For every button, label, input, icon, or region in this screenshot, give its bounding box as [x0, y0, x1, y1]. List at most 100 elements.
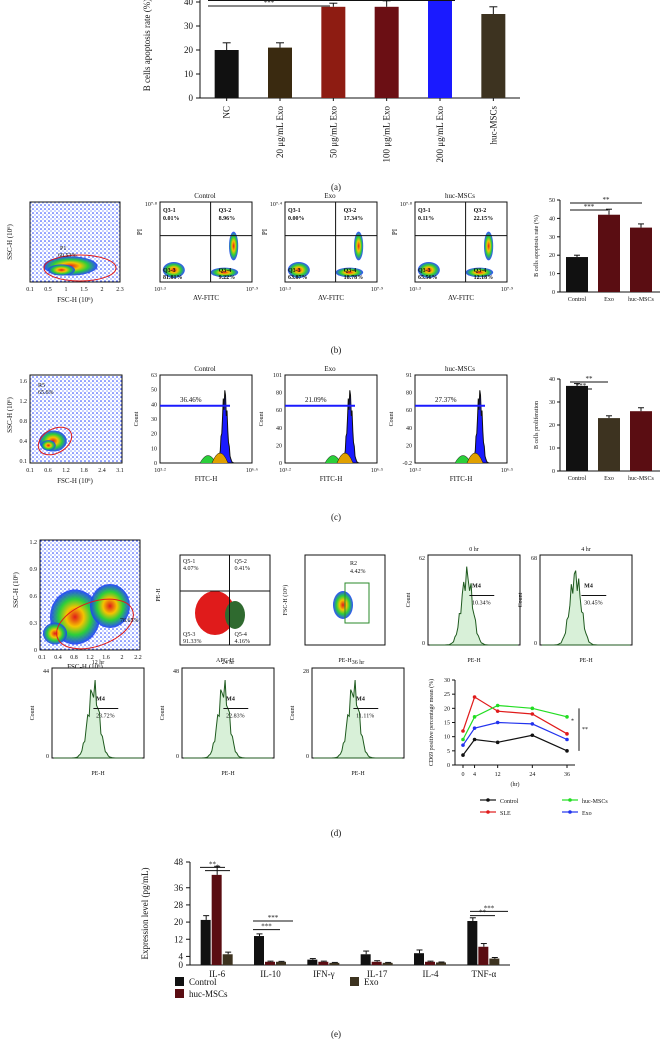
bar — [481, 14, 506, 98]
bar-exo — [222, 954, 233, 965]
hist-ytick: -0.2 — [403, 461, 413, 467]
bar-huc-mscs — [371, 961, 382, 965]
bar-huc-mscs — [478, 946, 489, 965]
sig-label: * — [571, 719, 574, 725]
legend-swatch — [350, 977, 359, 986]
sig-bracket: *** — [264, 0, 275, 7]
bar-y-tick-label: 10 — [549, 446, 555, 452]
hist-pct: 10.34% — [472, 601, 491, 607]
quad-ymax: 10⁷·⁴ — [270, 202, 282, 208]
gate-xlabel: FSC-H (10⁶) — [57, 296, 93, 304]
panel-a: 0 10 20 30 40 B cells apoptosis rate (%) NC 20 … — [142, 0, 520, 163]
sig-il6-2: * — [216, 864, 220, 872]
gate-xtick: 0.1 — [38, 655, 46, 661]
series-point — [565, 715, 569, 719]
gate-pct: 78.65% — [120, 618, 139, 624]
hist-xlabel: FITC-H — [320, 475, 343, 483]
sig-tnf-1: *** — [484, 904, 495, 912]
quadrant-q2-value: 0.41% — [235, 566, 251, 572]
bar-x-tick-label: huc-MSCs — [628, 297, 654, 303]
series-point — [495, 740, 500, 745]
series-point — [495, 703, 500, 708]
hist-ytick: 63 — [151, 373, 157, 379]
hist-ylabel: Count — [30, 705, 36, 720]
x-tick-label: 20 μg/mL Exo — [275, 106, 285, 158]
quadrant-q1-value: 0.00% — [288, 216, 305, 222]
hist-ytick: 91 — [406, 373, 412, 379]
y-tick-label: 12 — [174, 934, 183, 944]
legend-marker — [568, 810, 572, 814]
quad-ylabel: PI — [261, 228, 269, 235]
bar-sig-2: *** — [576, 382, 587, 390]
hist-ytick: 30 — [151, 417, 157, 423]
hist-curve — [54, 679, 142, 759]
bar — [374, 6, 399, 98]
gate-xlabel: FSC-H (10⁶) — [67, 663, 103, 671]
y-tick-label: 4 — [179, 951, 184, 961]
bar-sig-1: ** — [586, 375, 594, 383]
x-tick-label: NC — [222, 106, 232, 119]
gate-ytick: 0 — [34, 648, 37, 654]
quadrant-cluster — [417, 262, 440, 278]
bar-x-tick-label: Control — [568, 297, 587, 303]
bar-x-tick-label: Exo — [604, 476, 614, 482]
bar-x-tick-label: Control — [568, 476, 587, 482]
y-tick-label: 0 — [189, 93, 194, 103]
sig-il6-1: ** — [209, 860, 217, 868]
series-point — [565, 749, 569, 753]
panel-d-caption: (d) — [331, 828, 342, 838]
hist-subpeak — [211, 452, 229, 464]
y-tick-label: 20 — [184, 45, 194, 55]
hist-subpeak — [466, 452, 484, 464]
bar-exo — [436, 962, 446, 965]
hist-marker: M4 — [584, 583, 593, 589]
quadrant-q3-value: 91.33% — [183, 639, 202, 645]
hist-pct: 30.45% — [584, 601, 603, 607]
line-y-tick-label: 5 — [447, 749, 450, 755]
hist-title: 4 hr — [581, 547, 591, 553]
hist-xmin: 10³·² — [154, 468, 166, 474]
quadrant-q1-value: 4.07% — [183, 566, 199, 572]
gate-ytick: 1.2 — [30, 540, 38, 546]
legend-swatch — [175, 977, 184, 986]
hist-ymax: 68 — [531, 556, 537, 562]
hist-ytick: 80 — [406, 391, 412, 397]
quadrant-cluster — [287, 262, 310, 278]
hist-marker: M4 — [226, 696, 235, 702]
hist-xlabel: FITC-H — [450, 475, 473, 483]
hist-ylabel: Count — [259, 411, 265, 426]
quad-xmax: 10⁷·⁹ — [371, 287, 383, 293]
line-x-tick-label: 36 — [564, 772, 570, 778]
gate-plot-frame — [29, 201, 121, 283]
panel-c-caption: (c) — [331, 512, 341, 522]
bar-x-tick-label: huc-MSCs — [628, 476, 654, 482]
series-point — [472, 695, 477, 699]
gate-plot-d-frame — [39, 539, 141, 651]
quadrant-q4: Q3-4 — [474, 268, 487, 274]
hist-ymin: 0 — [534, 641, 537, 647]
hist-subpeak — [336, 452, 354, 464]
gate-xtick: 0.6 — [44, 468, 52, 474]
line-x-tick-label: 0 — [462, 772, 465, 778]
quadrant-q4: Q5-4 — [235, 632, 247, 638]
line-xlabel: (hr) — [511, 781, 520, 788]
quadrant-q1: Q3-1 — [163, 208, 176, 214]
hist-xmax: 10⁶·⁵ — [501, 468, 513, 474]
hist-xmax: 10⁶·⁶ — [246, 468, 258, 474]
gate-ytick: 0.3 — [30, 621, 38, 627]
y-tick-label: 30 — [184, 21, 194, 31]
hist-ymin: 0 — [422, 641, 425, 647]
panel-b-caption: (b) — [331, 345, 342, 355]
bar-control — [254, 936, 264, 965]
x-tick-label: TNF-α — [471, 969, 496, 979]
hist-xmin: 10³·² — [409, 468, 421, 474]
quadrant-q4-value: 9.22% — [219, 275, 236, 281]
r2-pct: 4.42% — [350, 569, 366, 575]
gate-name: R5 — [38, 383, 45, 389]
bar — [214, 50, 239, 98]
quad-title: Exo — [324, 192, 336, 200]
quadrant-q2: Q3-2 — [474, 208, 487, 214]
hist-ytick: 10 — [151, 446, 157, 452]
